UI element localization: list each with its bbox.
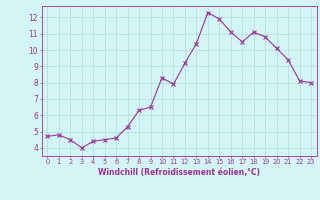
X-axis label: Windchill (Refroidissement éolien,°C): Windchill (Refroidissement éolien,°C) [98, 168, 260, 177]
